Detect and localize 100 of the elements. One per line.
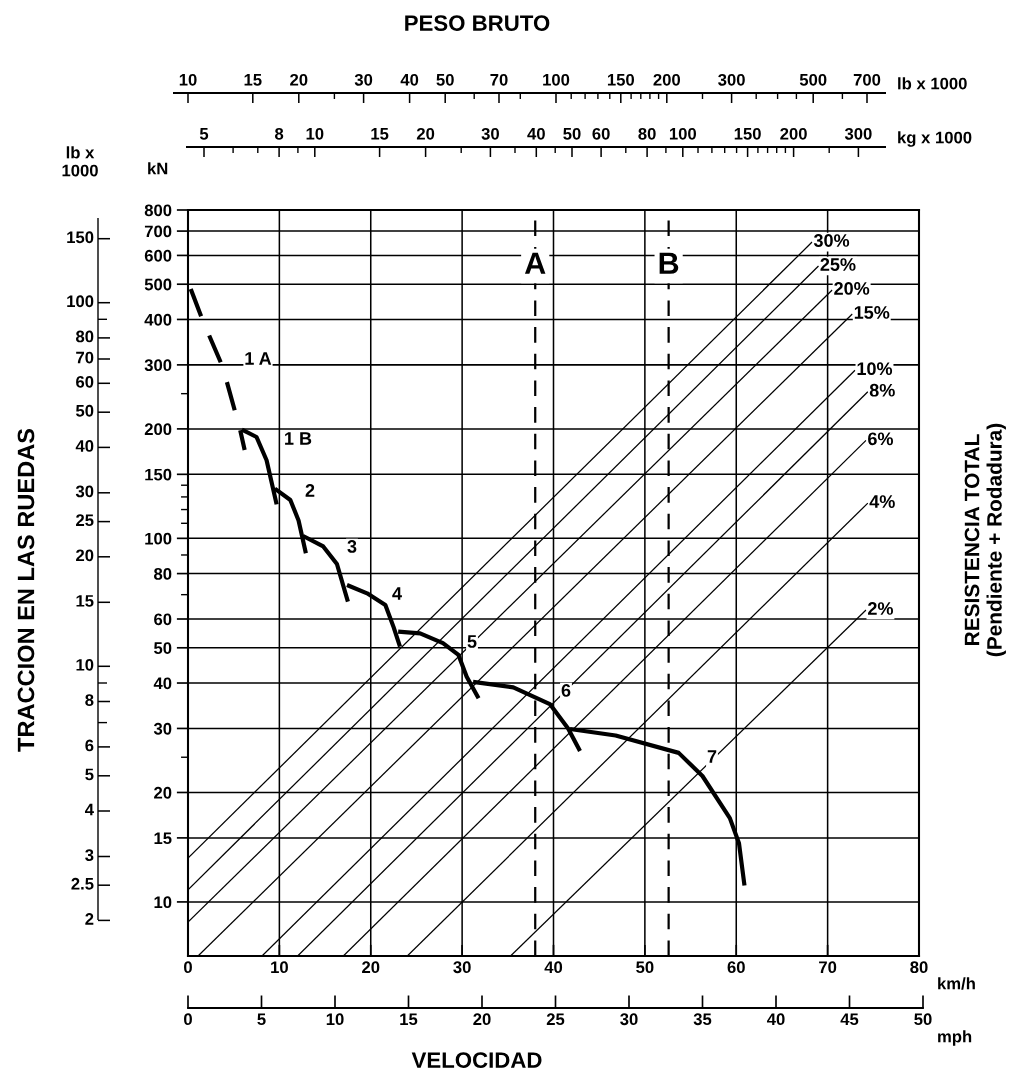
text: 100	[669, 127, 697, 140]
y-tick-label: 600	[144, 249, 172, 262]
series-label: 20%	[834, 282, 870, 295]
text: 60	[76, 375, 94, 388]
text: RESISTENCIA TOTAL (Pendiente + Rodadura)	[964, 423, 1006, 657]
series-label: 2%	[868, 602, 894, 615]
text: 3	[85, 849, 94, 861]
text: 10	[76, 658, 94, 671]
text: 60	[592, 127, 610, 140]
y-tick-label: 40	[153, 677, 172, 690]
y-tick-label: 80	[154, 567, 172, 580]
x-tick-label: 40	[544, 961, 563, 974]
x2-tick-label: 50	[914, 1013, 932, 1026]
x-tick-label: 60	[727, 961, 745, 974]
y-tick-label: 150	[145, 468, 172, 481]
series-label: 15%	[854, 306, 890, 319]
text: 15	[244, 74, 262, 86]
text: 15	[76, 595, 94, 607]
x-tick-label: 70	[819, 961, 837, 974]
text: 150	[734, 127, 761, 140]
y-tick-label: 60	[154, 613, 172, 626]
text: 30	[481, 127, 499, 140]
x2-tick-label: 10	[326, 1013, 344, 1026]
annotation: 2	[305, 484, 315, 497]
annotation: 7	[707, 750, 717, 763]
y-tick-label: 10	[154, 896, 172, 909]
series-label: 8%	[869, 383, 895, 397]
text: lb x 1000	[62, 146, 98, 177]
text: 200	[653, 73, 681, 86]
text: 80	[75, 330, 94, 343]
text: 300	[844, 127, 872, 140]
text: 30	[75, 485, 94, 498]
series-label: 25%	[820, 258, 856, 271]
y-tick-label: 700	[144, 225, 172, 238]
annotation: 3	[347, 540, 357, 553]
y-tick-label: 500	[144, 278, 172, 291]
y-tick-label: 20	[154, 786, 172, 799]
series-label: 30%	[813, 234, 850, 247]
x2-tick-label: 35	[693, 1013, 712, 1026]
text: 70	[490, 73, 508, 86]
y-tick-label: 30	[153, 722, 172, 735]
annotation: 1 A	[245, 352, 272, 365]
text: 150	[607, 73, 635, 86]
text: 200	[780, 127, 807, 140]
text: 500	[799, 73, 827, 86]
text: 5	[199, 128, 209, 140]
text: 10	[306, 127, 324, 140]
text: 50	[563, 127, 581, 140]
text: 300	[718, 73, 745, 86]
annotation: 5	[467, 635, 477, 648]
text: 30	[354, 73, 373, 86]
x-tick-label: 10	[271, 961, 288, 974]
x-tick-label: 50	[636, 961, 654, 974]
annotation: 6	[561, 684, 571, 697]
text: 8	[85, 694, 94, 706]
x2-tick-label: 45	[840, 1013, 859, 1026]
series-label: 4%	[869, 495, 895, 508]
x-axis-title: km/h	[938, 977, 975, 990]
series-label: 10%	[857, 362, 893, 376]
text: 5	[85, 768, 94, 781]
text: 20	[76, 549, 94, 562]
y-tick-label: 400	[144, 313, 172, 326]
y-tick-label: 50	[154, 642, 172, 654]
text: 15	[371, 128, 389, 140]
text: 100	[67, 295, 94, 308]
x2-tick-label: 30	[620, 1013, 638, 1026]
text: 100	[543, 73, 570, 86]
text: 80	[638, 127, 656, 140]
x-tick-label: 20	[362, 961, 380, 974]
x2-tick-label: 0	[184, 1013, 192, 1026]
text: 40	[400, 73, 419, 86]
text: 2.5	[71, 877, 94, 890]
text: 50	[75, 404, 94, 417]
y-tick-label: 300	[144, 359, 172, 372]
x2-tick-label: 15	[400, 1013, 418, 1026]
text: 700	[853, 73, 881, 86]
text: 70	[76, 351, 94, 364]
text: 25	[76, 514, 94, 527]
y-axis-title: kN	[148, 162, 168, 175]
x2-axis-title: mph	[938, 1030, 972, 1046]
x2-tick-label: 40	[766, 1013, 785, 1026]
ref-line-label: B	[659, 252, 679, 274]
text: 4	[84, 803, 94, 816]
text: 150	[67, 231, 94, 244]
text: 2	[85, 913, 94, 925]
text: 20	[416, 127, 435, 140]
text: VELOCIDAD	[411, 1052, 542, 1068]
y-tick-label: 100	[145, 532, 172, 545]
text: 10	[179, 73, 197, 86]
annotation: 1 B	[285, 432, 312, 445]
text: kg x 1000	[898, 131, 972, 147]
y-tick-label: 15	[154, 832, 172, 845]
text: 8	[274, 127, 284, 140]
ref-line-label: A	[524, 252, 546, 274]
x2-tick-label: 5	[257, 1013, 266, 1026]
series-label: 6%	[868, 432, 894, 446]
text: 40	[527, 127, 545, 140]
y-tick-label: 200	[144, 423, 172, 436]
x-tick-label: 80	[910, 961, 928, 974]
y-tick-label: 800	[144, 204, 172, 217]
